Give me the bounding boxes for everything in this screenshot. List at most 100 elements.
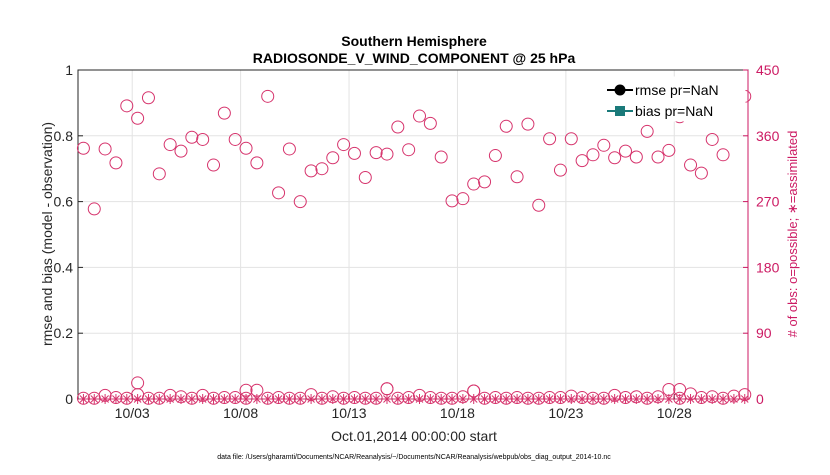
possible-point xyxy=(315,391,329,405)
possible-point xyxy=(402,143,416,157)
assimilated-point xyxy=(696,394,707,404)
assimilated-star-stroke xyxy=(383,395,391,403)
y-right-tick-label: 450 xyxy=(756,62,780,78)
possible-point xyxy=(120,99,134,113)
possible-point xyxy=(532,391,546,405)
assimilated-star-stroke xyxy=(112,395,120,403)
assimilated-star-stroke xyxy=(621,395,630,403)
assimilated-star-stroke xyxy=(90,395,99,403)
assimilated-point xyxy=(718,394,729,404)
possible-point xyxy=(239,141,253,155)
assimilated-star-stroke xyxy=(426,395,435,403)
assimilated-star-stroke xyxy=(491,395,500,403)
assimilated-point xyxy=(230,394,241,404)
x-axis-label: Oct.01,2014 00:00:00 start xyxy=(331,428,497,444)
possible-point xyxy=(543,391,557,405)
chart-subtitle: RADIOSONDE_V_WIND_COMPONENT @ 25 hPa xyxy=(253,50,576,66)
possible-point xyxy=(250,383,264,397)
possible-point xyxy=(380,382,394,396)
assimilated-point xyxy=(360,394,371,404)
possible-point xyxy=(217,391,231,405)
possible-point xyxy=(163,388,177,402)
assimilated-star-stroke xyxy=(220,395,229,403)
possible-point xyxy=(250,156,264,170)
assimilated-point xyxy=(110,394,121,404)
assimilated-point xyxy=(447,394,458,404)
possible-point xyxy=(185,130,199,144)
possible-point xyxy=(673,391,687,405)
assimilated-star-stroke xyxy=(675,395,684,403)
possible-point xyxy=(98,142,112,156)
assimilated-star-stroke xyxy=(209,395,218,403)
possible-point xyxy=(597,138,611,152)
assimilated-star-stroke xyxy=(437,395,446,403)
assimilated-star-stroke xyxy=(372,395,380,403)
possible-point xyxy=(391,120,405,134)
assimilated-star-stroke xyxy=(599,395,608,403)
assimilated-star-stroke xyxy=(393,395,402,403)
possible-point xyxy=(694,391,708,405)
assimilated-star-stroke xyxy=(556,395,565,403)
assimilated-star-stroke xyxy=(665,395,673,403)
possible-point xyxy=(456,192,470,206)
y-left-tick-label: 1 xyxy=(65,62,73,78)
assimilated-point xyxy=(414,394,425,404)
assimilated-star-stroke xyxy=(242,395,250,403)
assimilated-point xyxy=(251,394,262,404)
possible-point xyxy=(141,91,155,105)
y-left-tick-label: 0.6 xyxy=(54,194,74,210)
possible-point xyxy=(358,391,372,405)
possible-point xyxy=(521,391,535,405)
possible-point xyxy=(478,175,492,189)
assimilated-star-stroke xyxy=(328,395,337,403)
possible-point xyxy=(467,177,481,191)
possible-point xyxy=(445,391,459,405)
possible-point xyxy=(413,109,427,123)
y-left-tick-label: 0 xyxy=(65,391,73,407)
assimilated-point xyxy=(273,394,284,404)
possible-point xyxy=(380,147,394,161)
legend: rmse pr=NaN bias pr=NaN xyxy=(606,76,746,122)
assimilated-point xyxy=(208,394,219,404)
possible-point xyxy=(716,148,730,162)
possible-point xyxy=(532,198,546,212)
assimilated-point xyxy=(186,394,197,404)
possible-point xyxy=(76,141,90,155)
assimilated-star-stroke xyxy=(632,395,641,403)
assimilated-point xyxy=(522,394,533,404)
assimilated-star-stroke xyxy=(578,395,586,403)
possible-point xyxy=(608,151,622,165)
possible-point xyxy=(207,158,221,172)
assimilated-point xyxy=(512,394,523,404)
assimilated-point xyxy=(89,394,100,404)
assimilated-star-stroke xyxy=(122,395,131,403)
possible-point xyxy=(673,382,687,396)
possible-point xyxy=(564,389,578,403)
assimilated-point xyxy=(197,394,208,404)
assimilated-point xyxy=(598,394,609,404)
assimilated-point xyxy=(620,394,631,404)
assimilated-star-stroke xyxy=(231,395,240,403)
x-tick-label: 10/08 xyxy=(223,405,258,421)
possible-point xyxy=(163,138,177,152)
possible-point xyxy=(467,384,481,398)
assimilated-star-stroke xyxy=(643,395,652,403)
assimilated-star-stroke xyxy=(545,395,554,403)
assimilated-point xyxy=(587,394,598,404)
possible-point xyxy=(640,391,654,405)
possible-point xyxy=(608,388,622,402)
possible-point xyxy=(228,132,242,146)
possible-point xyxy=(586,391,600,405)
possible-point xyxy=(261,89,275,103)
possible-point xyxy=(553,391,567,405)
possible-point xyxy=(575,391,589,405)
assimilated-star-stroke xyxy=(524,395,532,403)
possible-point xyxy=(727,389,741,403)
possible-point xyxy=(640,124,654,138)
assimilated-point xyxy=(533,394,544,404)
y-right-tick-label: 360 xyxy=(756,128,780,144)
assimilated-point xyxy=(544,394,555,404)
possible-point xyxy=(478,391,492,405)
possible-point xyxy=(76,391,90,405)
